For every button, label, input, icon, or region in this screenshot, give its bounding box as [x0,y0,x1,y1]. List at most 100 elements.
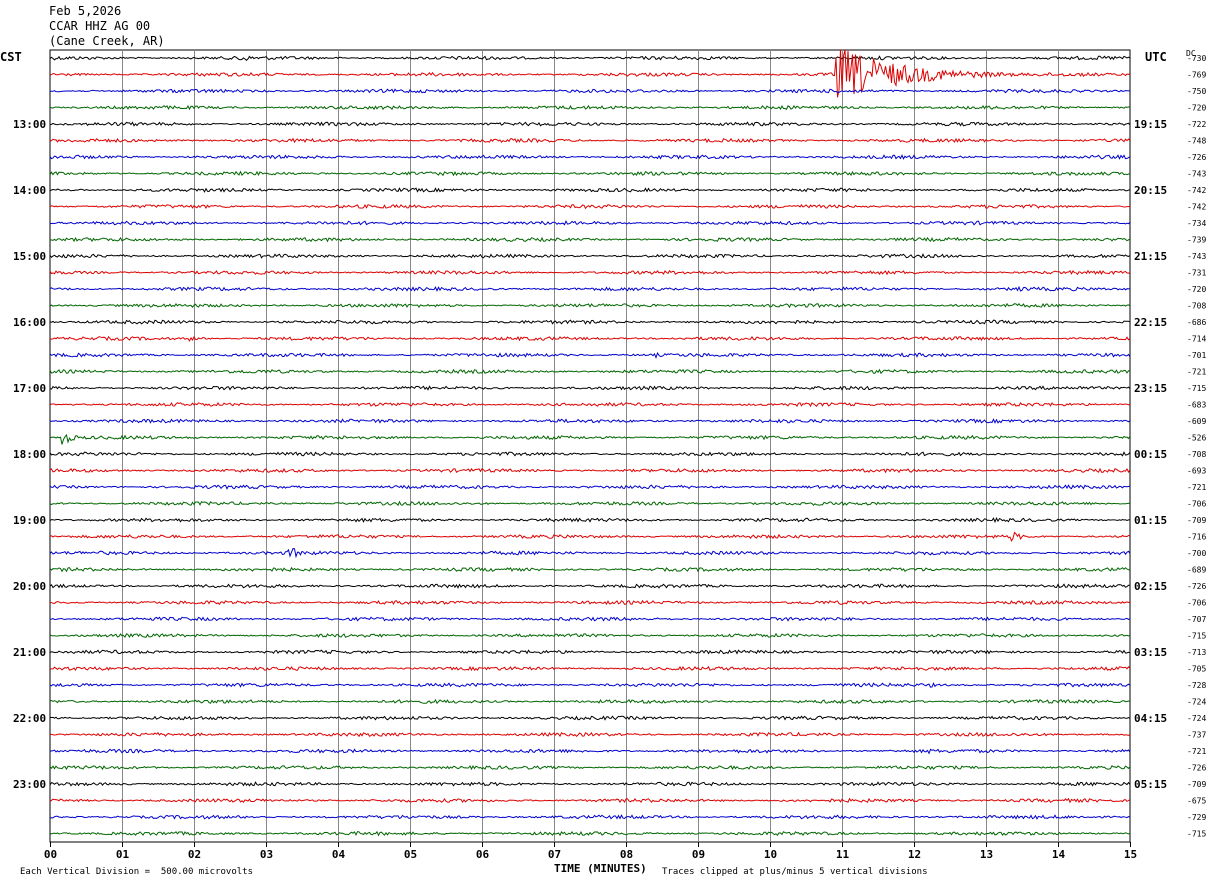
dc-offset-label: -769 [1187,71,1206,80]
header-station: CCAR HHZ AG 00 [49,19,151,33]
seismic-trace [49,649,1131,655]
dc-offset-label: -743 [1187,252,1206,261]
dc-offset-label: -675 [1187,797,1206,806]
dc-offset-label: -708 [1187,450,1206,459]
seismic-trace [49,467,1131,474]
seismic-trace [49,830,1131,837]
dc-offset-label: -715 [1187,384,1206,393]
x-tick-label: 13 [980,848,993,861]
right-hour-label: 01:15 [1134,514,1167,527]
left-hour-label: 18:00 [13,448,46,461]
x-tick-label: 14 [1052,848,1066,861]
seismic-trace [49,302,1131,309]
seismic-trace [49,583,1130,589]
clip-note: Traces clipped at plus/minus 5 vertical … [662,867,928,877]
dc-offset-label: -700 [1187,549,1206,558]
seismic-trace [49,368,1131,375]
seismic-trace [49,104,1131,111]
dc-offset-label: -731 [1187,269,1206,278]
seismic-trace [49,351,1131,360]
seismic-trace [49,170,1131,177]
dc-offset-label: -724 [1187,698,1206,707]
dc-offset-label: -701 [1187,351,1206,360]
dc-offset-label: -706 [1187,599,1206,608]
seismic-trace [49,418,1131,424]
seismic-trace [49,385,1131,391]
seismic-trace [49,731,1131,738]
seismic-trace [49,220,1131,226]
dc-offset-label: -715 [1187,632,1206,641]
dc-offset-label: -526 [1187,434,1206,443]
seismic-trace [49,187,1131,193]
left-hour-label: 22:00 [13,712,46,725]
x-tick-label: 02 [188,848,201,861]
x-tick-label: 08 [620,848,633,861]
right-hour-label: 04:15 [1134,712,1167,725]
x-tick-label: 03 [260,848,273,861]
seismic-trace [49,566,1131,573]
dc-offset-label: -724 [1187,714,1206,723]
seismic-trace [49,548,1131,559]
x-tick-label: 09 [692,848,705,861]
seismic-trace [49,797,1131,804]
dc-offset-label: -726 [1187,764,1206,773]
dc-offset-label: -728 [1187,681,1206,690]
seismic-trace [49,500,1131,507]
dc-offset-label: -609 [1187,417,1206,426]
left-hour-label: 14:00 [13,184,46,197]
x-tick-label: 05 [404,848,417,861]
left-hour-label: 21:00 [13,646,46,659]
dc-offset-label: -750 [1187,87,1206,96]
seismic-trace [49,715,1131,721]
left-timezone-label: CST [0,50,22,64]
plot-frame [49,49,1131,843]
dc-offset-label: -713 [1187,648,1206,657]
dc-offset-label: -737 [1187,731,1206,740]
seismic-trace [49,121,1131,127]
seismic-trace [49,698,1131,705]
scale-note: Each Vertical Division = 500.00 microvol… [20,867,253,877]
x-tick-label: 11 [836,848,850,861]
x-tick-label: 15 [1124,848,1137,861]
seismic-trace [49,484,1131,490]
dc-offset-label: -716 [1187,533,1206,542]
dc-offset-label: -706 [1187,500,1206,509]
right-hour-label: 23:15 [1134,382,1167,395]
dc-offset-label: -689 [1187,566,1206,575]
seismic-trace [49,285,1131,292]
dc-offset-label: -707 [1187,615,1206,624]
seismic-trace [49,531,1131,543]
x-axis-title: TIME (MINUTES) [554,862,647,875]
dc-offset-label: -726 [1187,582,1206,591]
seismic-trace [49,154,1131,160]
right-timezone-label: UTC [1145,50,1167,64]
x-tick-label: 00 [44,848,57,861]
dc-offset-label: -709 [1187,780,1206,789]
seismic-trace [49,88,1131,94]
left-hour-label: 19:00 [13,514,46,527]
dc-offset-label: -720 [1187,285,1206,294]
x-tick-label: 10 [764,848,777,861]
dc-offset-label: -726 [1187,153,1206,162]
right-hour-label: 05:15 [1134,778,1167,791]
seismic-trace [49,451,1131,457]
dc-offset-label: -686 [1187,318,1206,327]
seismic-trace [49,682,1131,688]
left-hour-label: 23:00 [13,778,46,791]
dc-offset-label: -709 [1187,516,1206,525]
left-hour-label: 13:00 [13,118,46,131]
dc-offset-label: -708 [1187,302,1206,311]
dc-offset-label: -722 [1187,120,1206,129]
seismic-trace [49,599,1131,606]
dc-offset-label: -715 [1187,830,1206,839]
seismic-trace [49,49,1131,98]
right-hour-label: 21:15 [1134,250,1167,263]
right-hour-label: 00:15 [1134,448,1167,461]
header-location: (Cane Creek, AR) [49,34,165,48]
left-hour-label: 20:00 [13,580,46,593]
seismic-trace [49,632,1131,639]
right-hour-label: 19:15 [1134,118,1167,131]
x-tick-label: 07 [548,848,561,861]
x-tick-label: 12 [908,848,921,861]
